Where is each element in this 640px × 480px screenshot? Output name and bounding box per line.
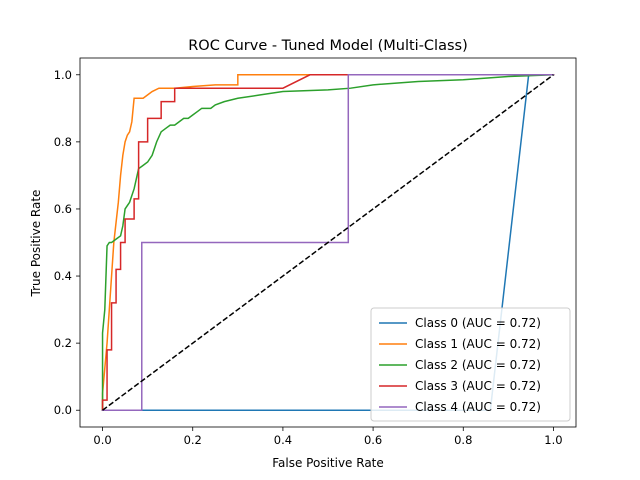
y-tick-label: 0.2 <box>54 336 72 350</box>
legend: Class 0 (AUC = 0.72) Class 1 (AUC = 0.72)… <box>370 307 571 422</box>
x-tick-label: 0.8 <box>454 433 472 447</box>
chance-diagonal-line <box>102 74 554 411</box>
y-tick-label: 0.8 <box>54 135 72 149</box>
x-tick-label: 0.2 <box>184 433 202 447</box>
x-axis-label: False Positive Rate <box>272 456 384 470</box>
y-tick-label: 0.4 <box>54 269 72 283</box>
plot-area <box>101 73 555 411</box>
x-tick-label: 1.0 <box>544 433 562 447</box>
plot-frame <box>79 57 577 428</box>
x-tick-label: 0.6 <box>364 433 382 447</box>
y-tick-label: 0.0 <box>54 403 72 417</box>
x-tick-label: 0.0 <box>93 433 111 447</box>
x-tick-label: 0.4 <box>274 433 292 447</box>
y-axis-label: True Positive Rate <box>29 190 43 298</box>
series-group <box>101 73 555 411</box>
legend-label-class-4: Class 4 (AUC = 0.72) <box>415 400 541 414</box>
y-tick-label: 0.6 <box>54 202 72 216</box>
series-line-class-2 <box>101 73 555 411</box>
legend-label-class-0: Class 0 (AUC = 0.72) <box>415 316 541 330</box>
y-tick-label: 1.0 <box>54 68 72 82</box>
series-line-class-3 <box>101 74 555 411</box>
legend-label-class-3: Class 3 (AUC = 0.72) <box>415 379 541 393</box>
series-line-class-1 <box>101 74 555 411</box>
axes: 0.0 0.2 0.4 0.6 0.8 1.0 0.0 0.2 0.4 0.6 0.8 1.0 <box>54 57 577 447</box>
series-line-class-4 <box>101 74 555 411</box>
legend-box <box>370 307 571 422</box>
legend-label-class-1: Class 1 (AUC = 0.72) <box>415 337 541 351</box>
chart-title: ROC Curve - Tuned Model (Multi-Class) <box>188 38 468 54</box>
legend-label-class-2: Class 2 (AUC = 0.72) <box>415 358 541 372</box>
